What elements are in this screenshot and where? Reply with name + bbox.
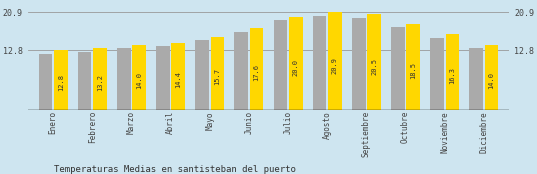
Bar xyxy=(93,48,107,110)
Bar xyxy=(289,17,302,110)
Bar xyxy=(250,28,264,110)
Bar xyxy=(156,46,170,110)
Bar xyxy=(39,54,52,110)
Text: 15.7: 15.7 xyxy=(214,68,220,85)
Bar xyxy=(171,43,185,110)
Text: 14.0: 14.0 xyxy=(136,72,142,89)
Text: 20.9: 20.9 xyxy=(332,57,338,74)
Bar xyxy=(446,34,459,110)
Text: 17.6: 17.6 xyxy=(253,64,259,81)
Text: 12.8: 12.8 xyxy=(58,74,64,91)
Bar xyxy=(430,38,444,110)
Bar xyxy=(367,14,381,110)
Text: 16.3: 16.3 xyxy=(449,67,455,84)
Text: 13.2: 13.2 xyxy=(97,74,103,90)
Text: 20.0: 20.0 xyxy=(293,59,299,76)
Bar xyxy=(391,27,405,110)
Text: 14.4: 14.4 xyxy=(175,71,181,88)
Bar xyxy=(485,45,498,110)
Bar xyxy=(273,20,287,110)
Text: 14.0: 14.0 xyxy=(489,72,495,89)
Bar xyxy=(117,48,130,110)
Bar xyxy=(195,40,209,110)
Bar xyxy=(235,31,248,110)
Bar xyxy=(313,16,326,110)
Bar xyxy=(54,50,68,110)
Bar xyxy=(78,52,91,110)
Bar xyxy=(469,48,483,110)
Bar xyxy=(211,37,224,110)
Bar xyxy=(407,24,420,110)
Bar xyxy=(328,13,342,110)
Bar xyxy=(132,45,146,110)
Text: 20.5: 20.5 xyxy=(371,58,377,75)
Bar xyxy=(352,18,366,110)
Text: 18.5: 18.5 xyxy=(410,62,416,80)
Text: Temperaturas Medias en santisteban del puerto: Temperaturas Medias en santisteban del p… xyxy=(54,165,295,174)
